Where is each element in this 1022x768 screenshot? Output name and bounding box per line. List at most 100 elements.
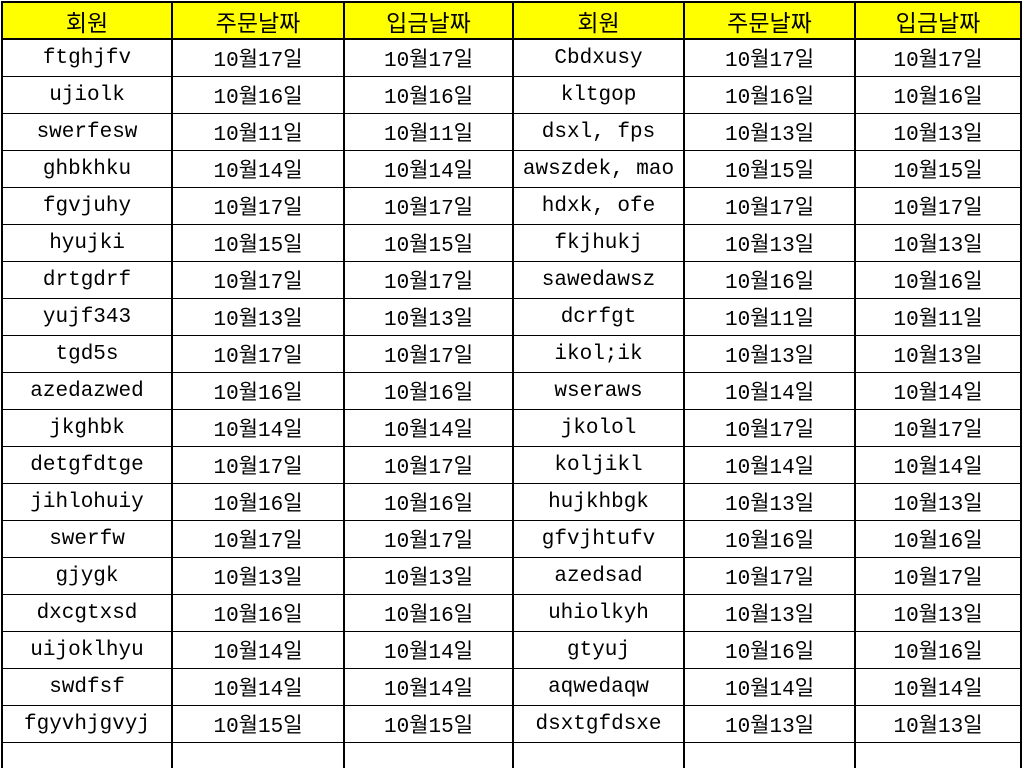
table-cell[interactable]: 10월15일 [171, 224, 345, 262]
table-cell[interactable]: dcrfgt [512, 298, 685, 336]
table-cell[interactable]: 10월15일 [171, 705, 345, 743]
table-cell[interactable]: jihlohuiy [1, 483, 173, 521]
table-cell[interactable]: 10월17일 [683, 557, 856, 595]
table-cell[interactable]: hdxk, ofe [512, 187, 685, 225]
table-cell[interactable]: swerfw [1, 520, 173, 558]
table-cell[interactable]: 10월16일 [683, 631, 856, 669]
table-cell[interactable]: 10월17일 [854, 187, 1022, 225]
table-cell[interactable]: 10월15일 [683, 150, 856, 188]
table-cell[interactable]: 10월13일 [343, 557, 514, 595]
table-cell[interactable]: 10월17일 [171, 446, 345, 484]
table-cell[interactable]: 10월16일 [343, 76, 514, 114]
table-cell[interactable]: 10월14일 [343, 631, 514, 669]
table-cell[interactable] [171, 742, 345, 768]
table-cell[interactable]: 10월13일 [683, 483, 856, 521]
table-cell[interactable]: awszdek, mao [512, 150, 685, 188]
header-cell[interactable]: 회원 [512, 1, 685, 40]
table-cell[interactable]: 10월14일 [683, 668, 856, 706]
table-cell[interactable]: tgd5s [1, 335, 173, 373]
table-cell[interactable]: 10월17일 [171, 261, 345, 299]
table-cell[interactable]: detgfdtge [1, 446, 173, 484]
table-cell[interactable]: fgvjuhy [1, 187, 173, 225]
table-cell[interactable]: 10월13일 [854, 594, 1022, 632]
table-cell[interactable]: 10월14일 [854, 668, 1022, 706]
table-cell[interactable]: 10월13일 [854, 705, 1022, 743]
table-cell[interactable] [343, 742, 514, 768]
table-cell[interactable]: 10월16일 [683, 261, 856, 299]
table-cell[interactable] [854, 742, 1022, 768]
table-cell[interactable]: dsxtgfdsxe [512, 705, 685, 743]
table-cell[interactable]: 10월13일 [854, 335, 1022, 373]
table-cell[interactable]: 10월16일 [171, 483, 345, 521]
table-cell[interactable]: 10월14일 [683, 446, 856, 484]
table-cell[interactable]: 10월13일 [171, 557, 345, 595]
table-cell[interactable]: ikol;ik [512, 335, 685, 373]
table-cell[interactable]: 10월13일 [854, 224, 1022, 262]
table-cell[interactable]: wseraws [512, 372, 685, 410]
table-cell[interactable]: hujkhbgk [512, 483, 685, 521]
table-cell[interactable]: 10월17일 [171, 520, 345, 558]
table-cell[interactable]: 10월13일 [854, 483, 1022, 521]
header-cell[interactable]: 회원 [1, 1, 173, 40]
table-cell[interactable] [512, 742, 685, 768]
table-cell[interactable]: 10월14일 [343, 668, 514, 706]
table-cell[interactable]: 10월13일 [854, 113, 1022, 151]
table-cell[interactable]: 10월16일 [171, 76, 345, 114]
table-cell[interactable]: 10월13일 [683, 224, 856, 262]
table-cell[interactable]: 10월13일 [683, 113, 856, 151]
table-cell[interactable]: 10월14일 [171, 631, 345, 669]
table-cell[interactable]: jkghbk [1, 409, 173, 447]
header-cell[interactable]: 주문날짜 [171, 1, 345, 40]
table-cell[interactable]: Cbdxusy [512, 38, 685, 77]
table-cell[interactable]: 10월16일 [683, 520, 856, 558]
table-cell[interactable]: 10월13일 [683, 335, 856, 373]
table-cell[interactable]: 10월14일 [683, 372, 856, 410]
table-cell[interactable]: 10월17일 [343, 520, 514, 558]
table-cell[interactable]: 10월14일 [171, 409, 345, 447]
table-cell[interactable]: 10월16일 [171, 594, 345, 632]
table-cell[interactable]: gfvjhtufv [512, 520, 685, 558]
table-cell[interactable]: jkolol [512, 409, 685, 447]
table-cell[interactable] [1, 742, 173, 768]
table-cell[interactable]: 10월15일 [854, 150, 1022, 188]
table-cell[interactable]: 10월16일 [343, 372, 514, 410]
table-cell[interactable]: 10월16일 [343, 483, 514, 521]
table-cell[interactable]: hyujki [1, 224, 173, 262]
table-cell[interactable]: ghbkhku [1, 150, 173, 188]
table-cell[interactable]: ujiolk [1, 76, 173, 114]
table-cell[interactable]: 10월15일 [343, 224, 514, 262]
table-cell[interactable]: 10월14일 [171, 668, 345, 706]
table-cell[interactable]: kltgop [512, 76, 685, 114]
table-cell[interactable]: 10월17일 [854, 409, 1022, 447]
table-cell[interactable]: 10월17일 [171, 335, 345, 373]
table-cell[interactable]: 10월16일 [854, 520, 1022, 558]
table-cell[interactable]: 10월13일 [171, 298, 345, 336]
table-cell[interactable]: uhiolkyh [512, 594, 685, 632]
table-cell[interactable]: gtyuj [512, 631, 685, 669]
table-cell[interactable]: 10월14일 [343, 150, 514, 188]
table-cell[interactable]: 10월17일 [343, 38, 514, 77]
table-cell[interactable]: 10월16일 [683, 76, 856, 114]
table-cell[interactable]: 10월17일 [171, 187, 345, 225]
table-cell[interactable]: 10월16일 [854, 261, 1022, 299]
table-cell[interactable]: 10월17일 [343, 187, 514, 225]
table-cell[interactable]: aqwedaqw [512, 668, 685, 706]
table-cell[interactable]: 10월14일 [854, 446, 1022, 484]
table-cell[interactable]: 10월14일 [171, 150, 345, 188]
table-cell[interactable]: 10월16일 [171, 372, 345, 410]
table-cell[interactable]: swdfsf [1, 668, 173, 706]
table-cell[interactable]: 10월16일 [854, 76, 1022, 114]
table-cell[interactable]: 10월17일 [343, 335, 514, 373]
table-cell[interactable]: 10월15일 [343, 705, 514, 743]
table-cell[interactable]: 10월16일 [343, 594, 514, 632]
table-cell[interactable]: 10월17일 [343, 446, 514, 484]
table-cell[interactable]: yujf343 [1, 298, 173, 336]
table-cell[interactable]: 10월17일 [343, 261, 514, 299]
table-cell[interactable]: 10월17일 [683, 409, 856, 447]
table-cell[interactable]: uijoklhyu [1, 631, 173, 669]
table-cell[interactable] [683, 742, 856, 768]
table-cell[interactable]: 10월17일 [854, 557, 1022, 595]
table-cell[interactable]: 10월17일 [171, 38, 345, 77]
table-cell[interactable]: fgyvhjgvyj [1, 705, 173, 743]
table-cell[interactable]: 10월13일 [683, 594, 856, 632]
